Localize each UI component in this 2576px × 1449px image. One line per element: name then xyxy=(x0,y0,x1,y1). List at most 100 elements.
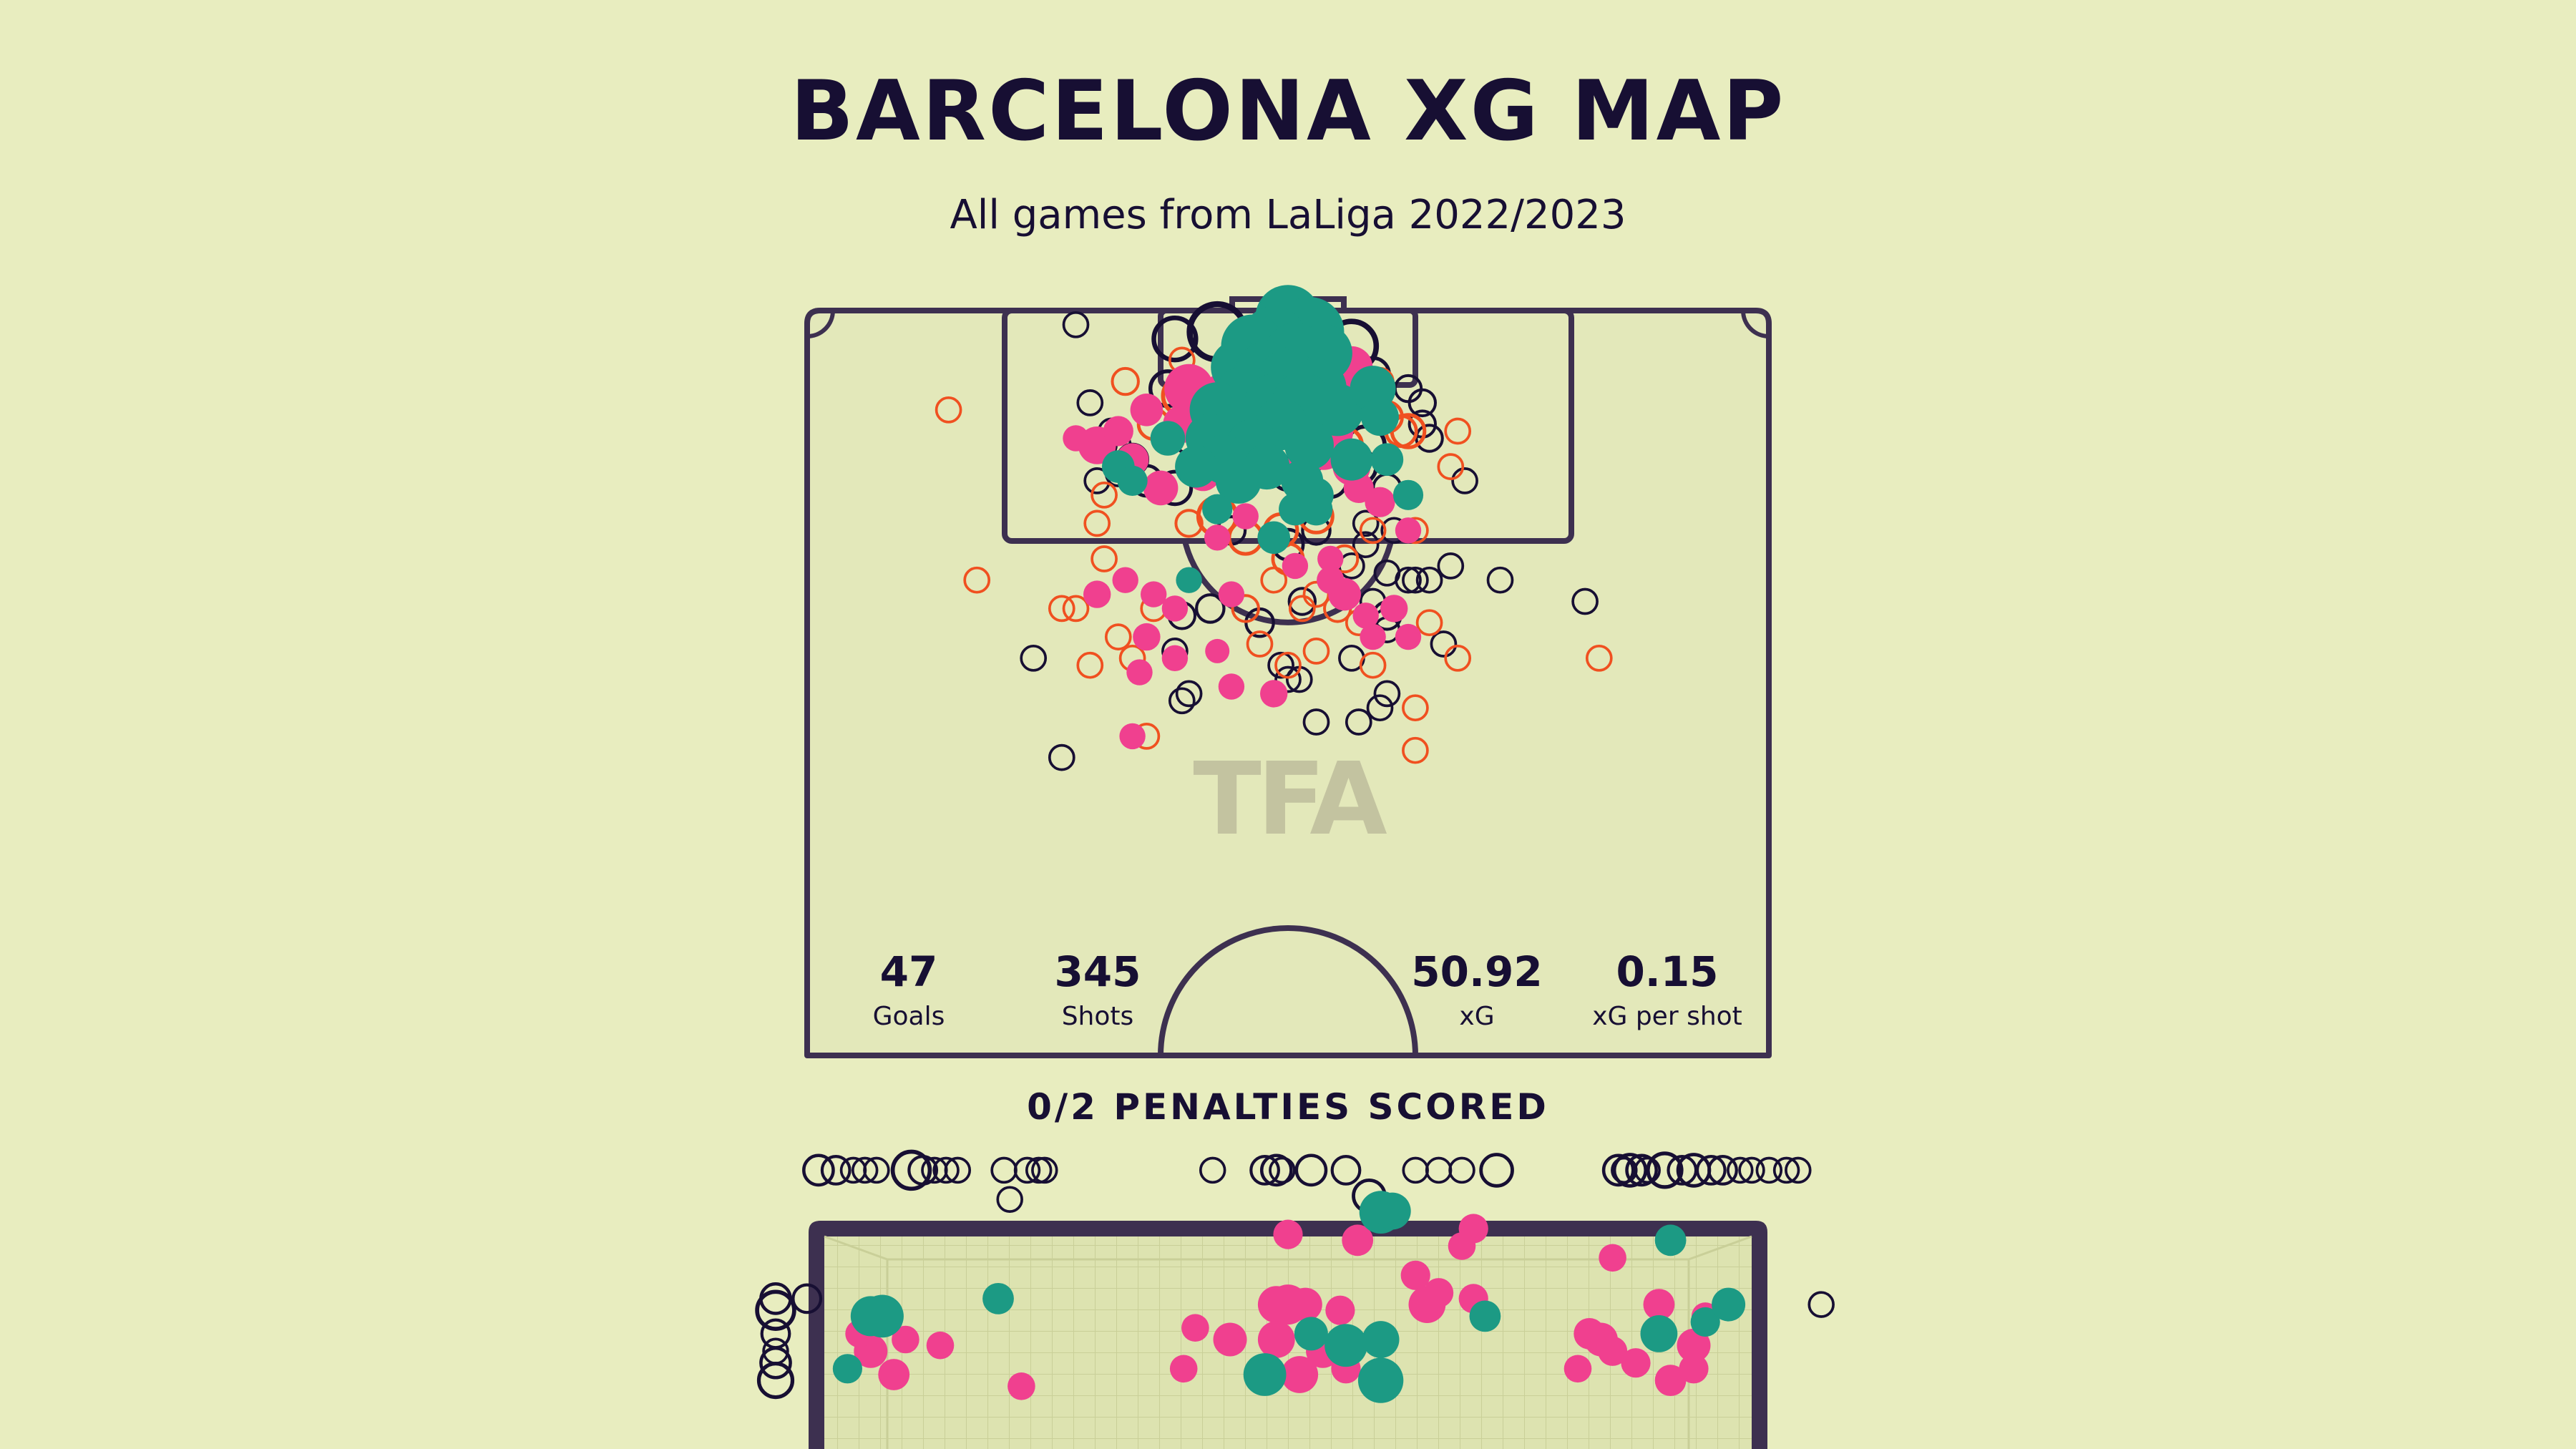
shot-marker-goal xyxy=(861,1294,904,1338)
shot-marker-blocked xyxy=(1585,644,1613,672)
shot-marker-goal xyxy=(1324,1324,1367,1367)
shot-map-pitch: TFA 47 Goals 345 Shots 50.92 xG 0.15 xG … xyxy=(804,285,1772,1058)
shot-marker-off-target xyxy=(759,1282,792,1315)
shot-marker-on-target xyxy=(1317,566,1345,594)
shot-marker-on-target xyxy=(1325,1295,1355,1325)
shot-marker-off-target xyxy=(1407,388,1438,418)
shot-marker-off-target xyxy=(1611,1156,1638,1184)
shot-marker-goal xyxy=(1370,443,1404,476)
stat-shots: 345 Shots xyxy=(1054,947,1141,1031)
shot-marker-on-target xyxy=(1119,723,1146,750)
shot-marker-goal xyxy=(1654,1224,1687,1257)
shot-marker-off-target xyxy=(1076,389,1104,416)
shot-marker-on-target xyxy=(845,1319,873,1348)
shot-marker-off-target xyxy=(1373,680,1401,708)
shot-marker-off-target xyxy=(1437,552,1465,580)
shot-marker-on-target xyxy=(1141,581,1167,608)
shot-marker-goal xyxy=(1257,521,1290,555)
shot-marker-on-target xyxy=(1273,1219,1303,1249)
shot-marker-off-target xyxy=(1667,1154,1698,1186)
shot-marker-off-target xyxy=(1415,566,1443,594)
shot-marker-on-target xyxy=(1395,517,1422,544)
chart-title: BARCELONA XG MAP xyxy=(790,63,1786,160)
shot-marker-off-target xyxy=(1448,1156,1475,1184)
shot-marker-on-target xyxy=(1161,645,1189,671)
centre-circle-arc xyxy=(1158,925,1418,1056)
shot-marker-on-target xyxy=(1352,602,1379,629)
shot-marker-off-target xyxy=(1020,644,1048,672)
shot-marker-goal xyxy=(1469,1300,1501,1332)
shot-marker-goal xyxy=(1150,421,1186,456)
shot-marker-blocked xyxy=(1062,595,1090,623)
shot-marker-off-target xyxy=(1352,1179,1387,1214)
shot-marker-on-target xyxy=(1400,1260,1430,1290)
shot-marker-off-target xyxy=(890,1149,932,1191)
shot-marker-on-target xyxy=(1218,673,1245,700)
goal-frame-outline xyxy=(809,1221,1767,1449)
shot-marker-off-target xyxy=(755,1289,796,1331)
shot-marker-off-target xyxy=(1695,1154,1727,1186)
shot-marker-on-target xyxy=(1306,1334,1340,1368)
shot-marker-goal xyxy=(1690,1307,1720,1337)
shot-marker-off-target xyxy=(791,1283,823,1314)
watermark-logo: TFA xyxy=(1193,741,1387,858)
stat-xg-label: xG xyxy=(1459,1002,1494,1031)
shot-marker-on-target xyxy=(1063,425,1089,452)
shot-marker-off-target xyxy=(921,1156,948,1184)
shot-marker-off-target xyxy=(1330,1154,1362,1186)
shot-marker-off-target xyxy=(1031,1156,1058,1184)
shot-marker-off-target xyxy=(1772,1156,1800,1184)
shot-marker-on-target xyxy=(1083,580,1111,608)
shot-marker-on-target xyxy=(1563,1355,1592,1383)
shot-marker-off-target xyxy=(1646,1151,1684,1189)
shot-marker-off-target xyxy=(1287,587,1317,616)
shot-marker-on-target xyxy=(1181,1314,1209,1342)
shot-marker-off-target xyxy=(863,1156,890,1184)
shot-marker-goal xyxy=(1117,465,1148,497)
shot-marker-off-target xyxy=(1807,1291,1835,1318)
shot-marker-off-target xyxy=(762,1337,789,1365)
stat-xg-per-shot-label: xG per shot xyxy=(1592,1002,1742,1031)
stat-shots-label: Shots xyxy=(1062,1002,1134,1031)
shot-marker-on-target xyxy=(1282,552,1309,580)
shot-marker-off-target xyxy=(1366,694,1394,722)
shot-marker-blocked xyxy=(1288,595,1316,623)
shot-marker-goal xyxy=(1215,457,1262,504)
shot-marker-off-target xyxy=(1083,467,1111,494)
shot-marker-goal xyxy=(1640,1315,1678,1352)
shot-marker-blocked xyxy=(1359,517,1387,545)
shot-marker-on-target xyxy=(1103,416,1133,447)
shot-marker-blocked xyxy=(963,566,991,594)
shot-marker-on-target xyxy=(1257,1321,1295,1358)
shot-marker-on-target xyxy=(1112,567,1138,593)
shot-marker-on-target xyxy=(1169,1355,1198,1383)
shot-marker-on-target xyxy=(1161,595,1189,622)
shot-marker-blocked xyxy=(1402,736,1429,764)
shot-marker-blocked xyxy=(1048,595,1075,623)
shot-marker-off-target xyxy=(820,1154,852,1186)
shot-marker-blocked xyxy=(1444,417,1472,445)
shot-marker-goal xyxy=(1311,384,1364,436)
shot-marker-off-target xyxy=(760,1318,791,1350)
shot-marker-blocked xyxy=(1246,630,1274,658)
shot-marker-blocked xyxy=(1402,694,1429,722)
shot-marker-goal xyxy=(982,1283,1014,1314)
shot-marker-blocked xyxy=(1437,453,1465,480)
shot-marker-on-target xyxy=(1691,1302,1719,1330)
shot-marker-off-target xyxy=(1151,316,1199,363)
shot-marker-on-target xyxy=(1458,1214,1488,1244)
shot-marker-off-target xyxy=(1175,680,1203,708)
shot-marker-off-target xyxy=(1479,1153,1514,1188)
shot-marker-on-target xyxy=(1008,1372,1035,1400)
shot-marker-goal xyxy=(1202,494,1233,525)
shot-marker-on-target xyxy=(1679,1354,1709,1384)
shot-marker-blocked xyxy=(1231,594,1260,623)
chart-subtitle: All games from LaLiga 2022/2023 xyxy=(950,192,1626,238)
shot-marker-goal xyxy=(1712,1287,1746,1322)
shot-marker-blocked xyxy=(1444,644,1472,672)
stat-goals-value: 47 xyxy=(880,947,938,996)
shot-marker-off-target xyxy=(1415,424,1444,453)
shot-marker-blocked xyxy=(1274,651,1302,679)
shot-marker-on-target xyxy=(1205,638,1230,663)
